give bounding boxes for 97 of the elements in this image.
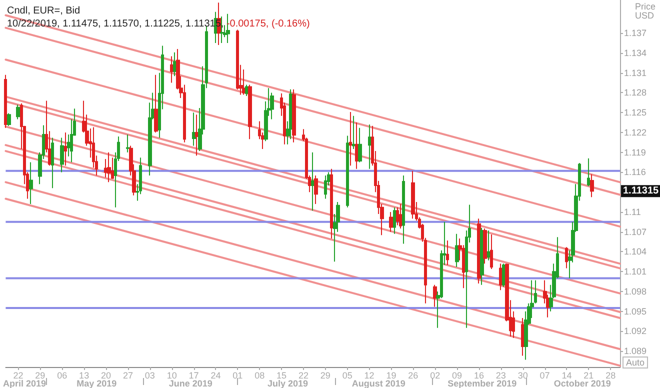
y-tick-label: 1.128 <box>624 88 647 98</box>
x-tick-label: 09 <box>452 370 462 380</box>
x-tick-label: 17 <box>188 370 199 380</box>
y-tick-label: 1.098 <box>624 286 647 296</box>
x-tick-label: 14 <box>562 370 572 380</box>
x-tick-label: 16 <box>474 370 484 380</box>
x-tick-label: 29 <box>320 370 330 380</box>
y-tick-label: 1.089 <box>624 346 647 356</box>
candlestick <box>349 111 352 166</box>
y-tick-label: 1.11 <box>624 206 641 217</box>
candlestick <box>248 84 252 140</box>
x-tick-label: 15 <box>276 370 287 380</box>
annotation: 1.11315 <box>623 186 660 197</box>
candlestick <box>455 233 459 268</box>
candlestick <box>352 115 355 150</box>
candlestick <box>411 170 415 220</box>
candlestick <box>446 240 449 266</box>
y-tick-label: 1.101 <box>624 266 647 277</box>
x-tick-label: 23 <box>496 370 506 380</box>
candlestick <box>195 114 199 156</box>
y-tick-label: 1.119 <box>624 147 646 158</box>
candlestick <box>346 135 349 208</box>
candlestick <box>192 112 196 146</box>
x-tick-label: 20 <box>100 370 112 380</box>
x-tick-label: 24 <box>210 370 221 380</box>
candlestick <box>154 74 158 133</box>
candlestick <box>565 246 568 269</box>
candlestick <box>330 168 333 239</box>
candlestick <box>173 52 177 77</box>
x-tick-label: 19 <box>386 370 396 380</box>
y-tick-label: 1.116 <box>624 167 646 178</box>
x-tick-label: 22 <box>298 370 308 380</box>
candlestick <box>389 211 393 232</box>
candlestick <box>355 122 358 170</box>
text: Auto <box>626 358 645 368</box>
candlestick <box>126 134 130 153</box>
candlestick <box>433 284 437 308</box>
x2-tick-label: September 2019 <box>448 378 517 388</box>
candlestick <box>483 228 487 264</box>
x-tick-label: 12 <box>364 370 374 380</box>
x-tick-label: 03 <box>144 370 155 380</box>
candlestick <box>487 230 490 261</box>
candlestick <box>242 69 246 96</box>
x-tick-label: 08 <box>254 370 265 380</box>
y-tick-label: 1.122 <box>624 127 647 138</box>
candlestick <box>490 234 493 270</box>
candlestick <box>311 152 315 212</box>
candlestick <box>51 137 54 189</box>
x-tick-label: 29 <box>35 370 46 380</box>
x-tick-label: 05 <box>342 370 352 380</box>
candlestick <box>270 92 274 120</box>
x-tick-label: 27 <box>122 370 133 380</box>
x-tick-label: 30 <box>518 370 528 380</box>
y-tick-label: 1.095 <box>624 306 647 316</box>
x2-tick-label: July 2019 <box>268 378 308 388</box>
y-tick-label: 1.137 <box>624 28 647 38</box>
candlestick <box>4 74 7 128</box>
x-tick-label: 01 <box>232 370 243 380</box>
x2-tick-label: May 2019 <box>76 378 117 388</box>
x-tick-label: 26 <box>408 370 418 380</box>
x-tick-label: 07 <box>540 370 550 380</box>
candlestick <box>399 204 402 230</box>
candlestick <box>358 127 362 163</box>
y-tick-label: 1.107 <box>624 226 647 237</box>
candlestick <box>292 88 296 143</box>
candlestick <box>324 175 327 200</box>
x-tick-label: 28 <box>606 370 616 380</box>
y-tick-label: 1.092 <box>624 326 647 336</box>
x-tick-label: 21 <box>584 370 594 380</box>
candlestick <box>368 124 371 170</box>
candlestick <box>170 56 174 84</box>
candlestick <box>64 132 67 166</box>
candlestick <box>396 206 399 226</box>
y-axis-title: Price USD <box>634 2 658 20</box>
candlestick <box>314 175 318 205</box>
x-tick-label: 13 <box>79 370 90 380</box>
x-tick-label: 22 <box>13 370 24 380</box>
candlestick <box>402 175 405 244</box>
candlestick <box>587 158 590 187</box>
candlestick <box>16 104 20 120</box>
x2-tick-label: June 2019 <box>168 378 212 388</box>
y-tick-label: 1.131 <box>624 68 647 78</box>
x2-tick-label: April 2019 <box>2 378 46 388</box>
x2-tick-label: October 2019 <box>554 378 611 388</box>
candlestick <box>29 162 33 205</box>
text: Cndl, EUR=, Bid <box>7 6 80 16</box>
x-tick-label: 06 <box>57 370 68 380</box>
y-tick-label: 1.104 <box>624 246 647 257</box>
candlestick <box>590 174 594 198</box>
candlestick <box>7 112 11 126</box>
candlestick <box>60 137 64 173</box>
y-tick-label: 1.134 <box>624 48 647 58</box>
y-tick-label: 1.125 <box>624 108 647 118</box>
x-tick-label: 02 <box>430 370 440 380</box>
candlestick <box>393 206 396 234</box>
x-tick-label: 10 <box>166 370 177 380</box>
candlestick <box>107 152 111 183</box>
